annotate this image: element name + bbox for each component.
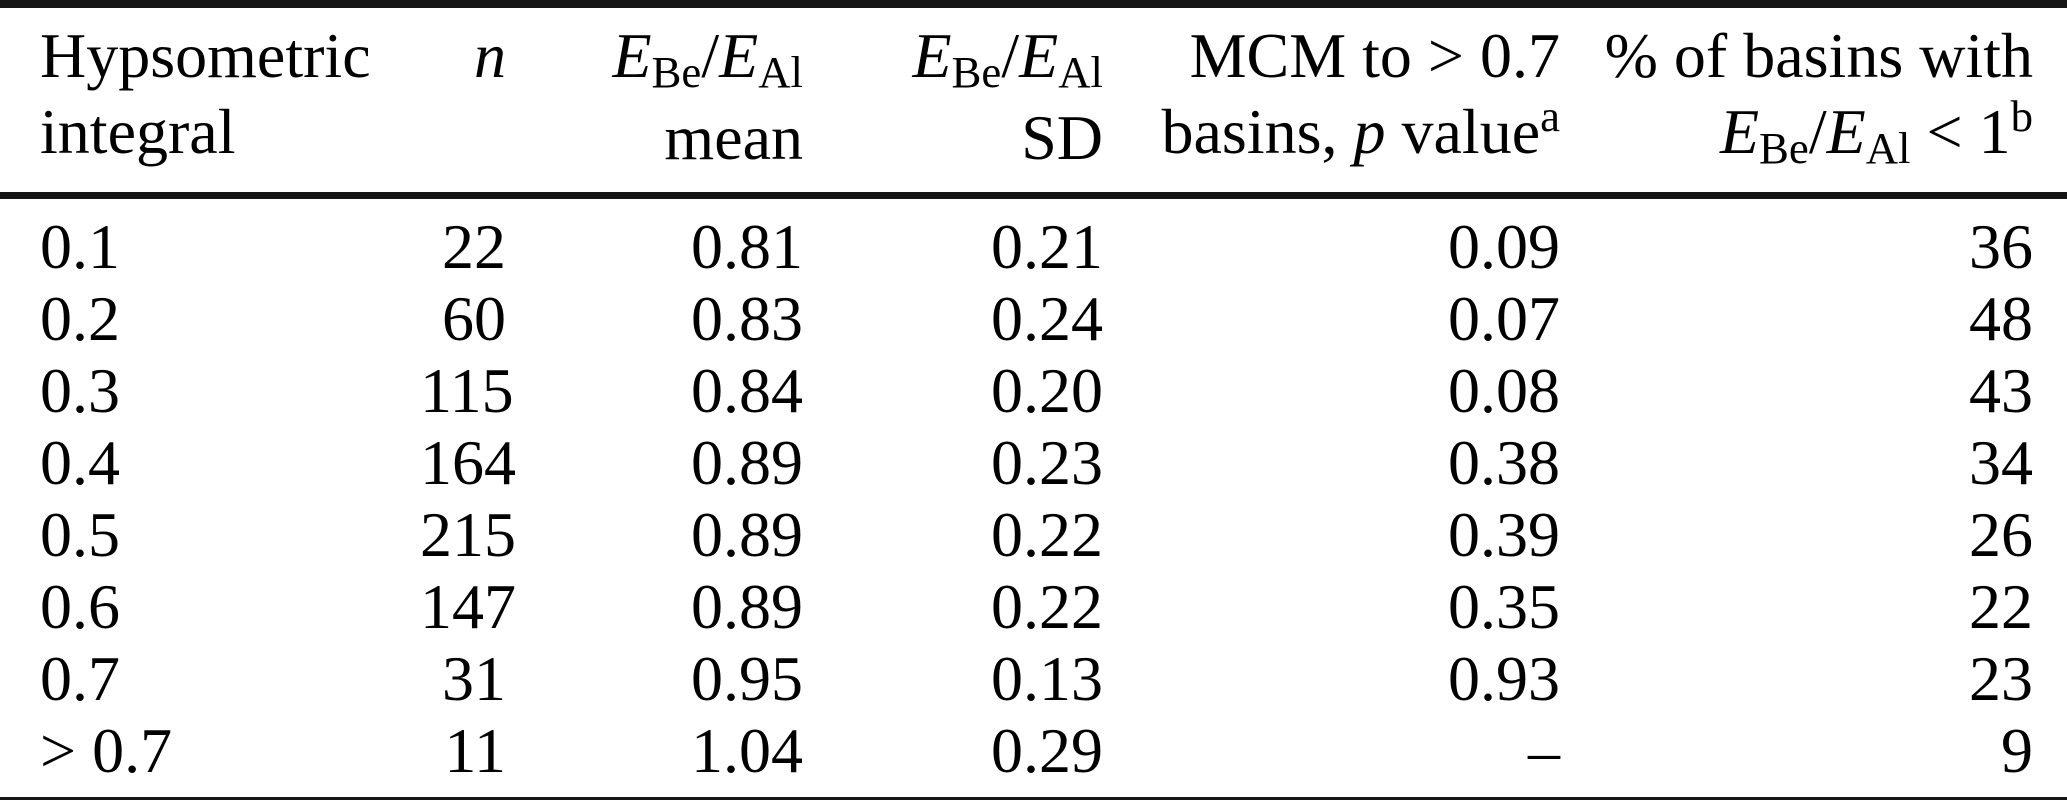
cell-hypsometric-integral: 0.2 (40, 283, 120, 354)
header-line: EBe/EAl (912, 20, 1103, 97)
header-line: Hypsometric (40, 20, 371, 91)
cell-n: 22 (442, 211, 506, 282)
header-line: % of basins with (1604, 20, 2033, 91)
cell-n: 115 (420, 355, 514, 426)
table-row: 0.1 22 0.81 0.21 0.09 36 (0, 196, 2067, 284)
cell-ebe-eal-mean: 0.83 (691, 283, 803, 354)
cell-n: 215 (420, 499, 516, 570)
table-row: 0.3 115 0.84 0.20 0.08 43 (0, 355, 2067, 427)
cell-ebe-eal-mean: 0.89 (691, 499, 803, 570)
cell-ebe-eal-mean: 0.95 (691, 643, 803, 714)
header-line (420, 94, 506, 170)
cell-pct-basins-lt-1: 43 (1969, 355, 2033, 426)
cell-ebe-eal-mean: 0.81 (691, 211, 803, 282)
header-line: EBe/EAl (612, 20, 803, 97)
header-row: Hypsometric integral n EBe/EAl mean EBe/EAl S… (0, 4, 2067, 199)
cell-n: 31 (442, 643, 506, 714)
cell-hypsometric-integral: > 0.7 (40, 715, 173, 786)
cell-hypsometric-integral: 0.1 (40, 211, 120, 282)
table-row: > 0.7 11 1.04 0.29 – 9 (0, 715, 2067, 800)
cell-ebe-eal-sd: 0.20 (991, 355, 1103, 426)
cell-mcm-p-value: 0.09 (1448, 211, 1560, 282)
column-header-mcm-p-value: MCM to > 0.7 basins, p valuea (1103, 4, 1560, 199)
cell-ebe-eal-sd: 0.29 (991, 715, 1103, 786)
header-line: MCM to > 0.7 (1189, 20, 1560, 91)
cell-hypsometric-integral: 0.3 (40, 355, 120, 426)
table-row: 0.5 215 0.89 0.22 0.39 26 (0, 499, 2067, 571)
header-line: n (474, 20, 506, 91)
column-header-hypsometric-integral: Hypsometric integral (0, 4, 420, 199)
header-line: SD (1021, 102, 1103, 173)
cell-hypsometric-integral: 0.7 (40, 643, 120, 714)
table-row: 0.2 60 0.83 0.24 0.07 48 (0, 283, 2067, 355)
column-header-ebe-eal-sd: EBe/EAl SD (803, 4, 1103, 199)
header-line: basins, p valuea (1161, 90, 1560, 167)
column-header-pct-basins-lt-1: % of basins with EBe/EAl < 1b (1560, 4, 2067, 199)
table-body: 0.1 22 0.81 0.21 0.09 36 0.2 60 0.83 0.24 0.07 48 0.… (0, 196, 2067, 800)
cell-pct-basins-lt-1: 48 (1969, 283, 2033, 354)
table-header: Hypsometric integral n EBe/EAl mean EBe/EAl S… (0, 4, 2067, 199)
cell-mcm-p-value: – (1528, 715, 1560, 786)
column-header-ebe-eal-mean: EBe/EAl mean (506, 4, 803, 199)
cell-ebe-eal-sd: 0.21 (991, 211, 1103, 282)
cell-n: 60 (442, 283, 506, 354)
cell-pct-basins-lt-1: 9 (2001, 715, 2033, 786)
header-line: integral (40, 96, 236, 167)
cell-ebe-eal-mean: 0.89 (691, 571, 803, 642)
cell-pct-basins-lt-1: 26 (1969, 499, 2033, 570)
cell-n: 164 (420, 427, 516, 498)
cell-hypsometric-integral: 0.5 (40, 499, 120, 570)
cell-mcm-p-value: 0.35 (1448, 571, 1560, 642)
cell-mcm-p-value: 0.07 (1448, 283, 1560, 354)
cell-hypsometric-integral: 0.4 (40, 427, 120, 498)
cell-n: 147 (420, 571, 516, 642)
header-line: mean (664, 102, 803, 173)
cell-ebe-eal-sd: 0.22 (991, 571, 1103, 642)
cell-mcm-p-value: 0.93 (1448, 643, 1560, 714)
cell-n: 11 (444, 715, 506, 786)
table-row: 0.4 164 0.89 0.23 0.38 34 (0, 427, 2067, 499)
cell-ebe-eal-sd: 0.23 (991, 427, 1103, 498)
cell-ebe-eal-sd: 0.22 (991, 499, 1103, 570)
cell-mcm-p-value: 0.39 (1448, 499, 1560, 570)
cell-ebe-eal-sd: 0.13 (991, 643, 1103, 714)
cell-mcm-p-value: 0.08 (1448, 355, 1560, 426)
cell-ebe-eal-mean: 1.04 (691, 715, 803, 786)
table-row: 0.7 31 0.95 0.13 0.93 23 (0, 643, 2067, 715)
cell-pct-basins-lt-1: 22 (1969, 571, 2033, 642)
cell-mcm-p-value: 0.38 (1448, 427, 1560, 498)
cell-pct-basins-lt-1: 34 (1969, 427, 2033, 498)
cell-pct-basins-lt-1: 23 (1969, 643, 2033, 714)
cell-hypsometric-integral: 0.6 (40, 571, 120, 642)
cell-ebe-eal-mean: 0.84 (691, 355, 803, 426)
header-line: EBe/EAl < 1b (1719, 90, 2033, 173)
cell-ebe-eal-mean: 0.89 (691, 427, 803, 498)
cell-ebe-eal-sd: 0.24 (991, 283, 1103, 354)
column-header-n: n (420, 4, 506, 199)
table-row: 0.6 147 0.89 0.22 0.35 22 (0, 571, 2067, 643)
cell-pct-basins-lt-1: 36 (1969, 211, 2033, 282)
